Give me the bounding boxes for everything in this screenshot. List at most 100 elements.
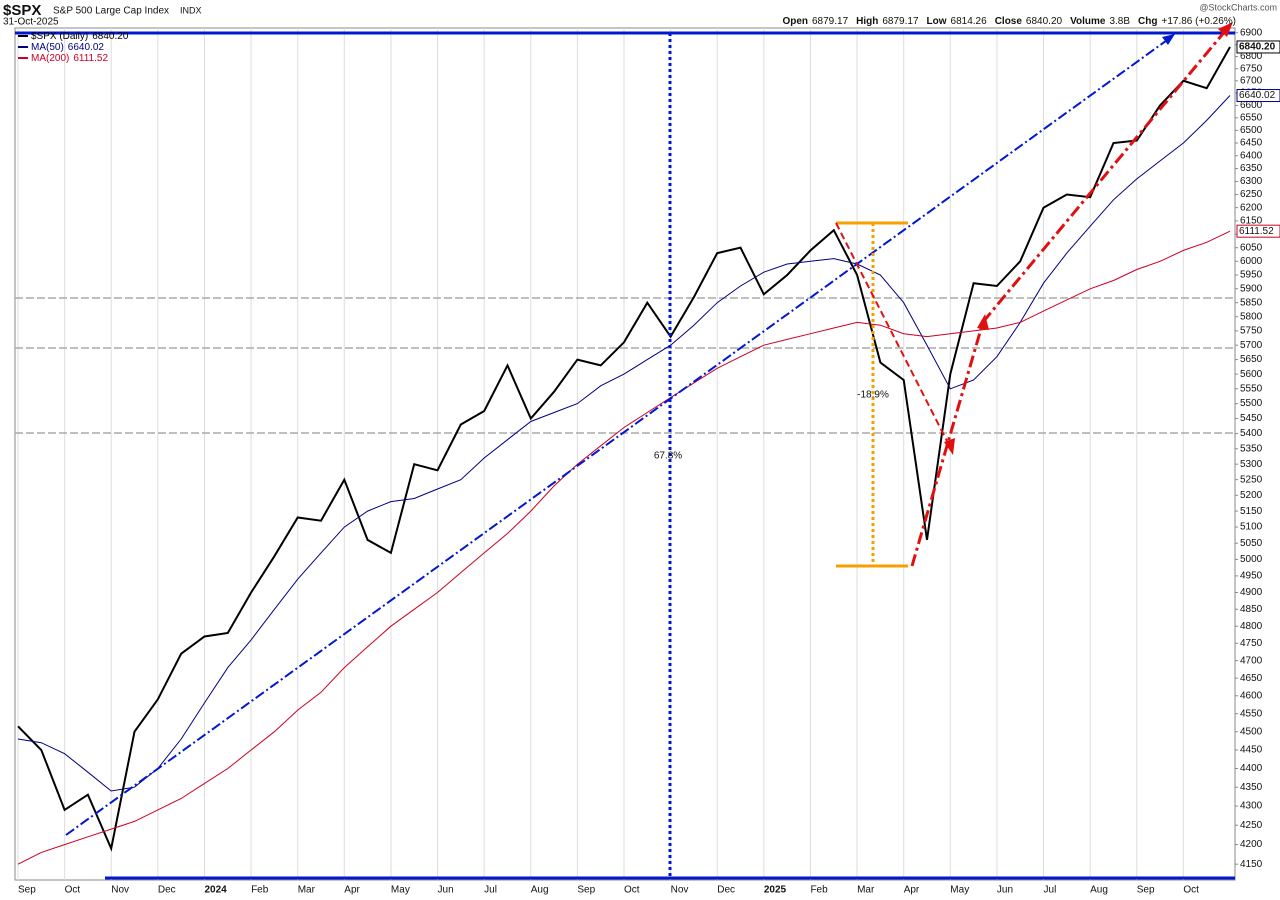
x-tick-label: Dec	[717, 885, 735, 896]
x-tick-label: Sep	[18, 885, 36, 896]
y-tick-label: 6250	[1240, 189, 1263, 200]
y-tick-label: 5250	[1240, 474, 1263, 485]
x-tick-label: Mar	[857, 885, 875, 896]
legend-name: $SPX (Daily)	[31, 31, 88, 42]
stat-label: High	[856, 16, 878, 27]
x-tick-label: Apr	[904, 885, 920, 896]
y-tick-label: 5800	[1240, 311, 1263, 322]
decline-line	[835, 222, 951, 448]
legend-entry: $SPX (Daily) 6840.20	[31, 31, 129, 42]
rebound-line	[910, 321, 985, 567]
x-tick-label: Feb	[251, 885, 269, 896]
y-tick-label: 6300	[1240, 176, 1263, 187]
y-tick-label: 4400	[1240, 763, 1263, 774]
y-tick-label: 5100	[1240, 522, 1263, 533]
legend-value: 6640.02	[68, 42, 105, 53]
legend-value: 6840.20	[92, 31, 129, 42]
annotation: -18.9%	[857, 390, 889, 401]
ohlc-stats: Open 6879.17 High 6879.17 Low 6814.26 Close 684…	[782, 16, 1236, 27]
y-tick-label: 4850	[1240, 604, 1263, 615]
y-tick-label: 5000	[1240, 554, 1263, 565]
y-tick-label: 5700	[1240, 340, 1263, 351]
stat-label: Low	[927, 16, 947, 27]
stat-value: 6840.20	[1026, 16, 1063, 27]
exchange: INDX	[180, 5, 202, 15]
x-tick-label: Jun	[997, 885, 1013, 896]
y-tick-label: 4300	[1240, 801, 1263, 812]
y-tick-label: 6050	[1240, 242, 1263, 253]
y-tick-label: 5450	[1240, 413, 1263, 424]
y-tick-label: 5300	[1240, 459, 1263, 470]
plot-frame	[14, 27, 1236, 881]
x-tick-label: Nov	[111, 885, 129, 896]
last-value-label: 6840.20	[1239, 42, 1276, 53]
series-line	[17, 46, 1231, 852]
x-tick-label: Sep	[577, 885, 595, 896]
legend-name: MA(50)	[31, 42, 64, 53]
arrow-head	[1218, 22, 1233, 37]
stat-value: +17.86 (+0.26%)	[1162, 16, 1237, 27]
y-tick-label: 6450	[1240, 138, 1263, 149]
trend-line	[65, 37, 1171, 836]
stat-value: 6879.17	[882, 16, 919, 27]
y-tick-label: 4900	[1240, 587, 1263, 598]
y-tick-label: 4350	[1240, 782, 1263, 793]
grid	[17, 28, 1238, 880]
y-tick-label: 5550	[1240, 383, 1263, 394]
legend-name: MA(200)	[31, 53, 69, 64]
x-tick-label: Dec	[158, 885, 176, 896]
last-value-label: 6111.52	[1239, 226, 1274, 237]
y-tick-label: 5050	[1240, 538, 1263, 549]
y-tick-label: 4700	[1240, 655, 1263, 666]
symbol: $SPX	[3, 2, 41, 19]
y-tick-label: 6400	[1240, 150, 1263, 161]
y-tick-label: 6000	[1240, 256, 1263, 267]
y-tick-label: 5600	[1240, 369, 1263, 380]
annotation: 67.8%	[654, 451, 682, 462]
series-line	[17, 230, 1231, 865]
arrow-head	[1162, 34, 1175, 45]
legend-value: 6111.52	[73, 53, 108, 64]
rebound-line	[981, 29, 1228, 323]
x-tick-label: May	[391, 885, 410, 896]
x-tick-label: Apr	[344, 885, 360, 896]
x-tick-label: May	[950, 885, 969, 896]
watermark: @StockCharts.com	[1199, 2, 1277, 12]
reference-lines	[15, 297, 1235, 434]
y-tick-label: 4200	[1240, 839, 1263, 850]
y-tick-label: 5400	[1240, 428, 1263, 439]
y-tick-label: 6600	[1240, 100, 1263, 111]
stat-label: Open	[782, 16, 808, 27]
series-line	[17, 95, 1231, 792]
y-tick-label: 4250	[1240, 820, 1263, 831]
last-value-box	[1236, 89, 1280, 103]
y-tick-label: 4450	[1240, 745, 1263, 756]
x-tick-label: Aug	[531, 885, 549, 896]
x-tick-label: Jul	[484, 885, 497, 896]
y-tick-label: 6350	[1240, 163, 1263, 174]
stat-value: 6879.17	[812, 16, 849, 27]
y-tick-label: 6750	[1240, 63, 1263, 74]
x-tick-label: 2024	[204, 885, 227, 896]
y-tick-label: 5500	[1240, 398, 1263, 409]
y-tick-label: 5650	[1240, 354, 1263, 365]
y-tick-label: 4800	[1240, 621, 1263, 632]
y-tick-label: 4150	[1240, 859, 1263, 870]
x-tick-label: Oct	[624, 885, 640, 896]
y-tick-label: 4750	[1240, 638, 1263, 649]
y-tick-label: 6800	[1240, 51, 1263, 62]
x-tick-label: Jun	[438, 885, 454, 896]
y-tick-label: 6150	[1240, 216, 1263, 227]
y-tick-label: 4500	[1240, 726, 1263, 737]
y-tick-label: 6700	[1240, 75, 1263, 86]
legend-entry: MA(200) 6111.52	[31, 53, 108, 64]
y-tick-label: 5900	[1240, 283, 1263, 294]
stat-label: Chg	[1138, 16, 1157, 27]
x-tick-label: Sep	[1137, 885, 1155, 896]
y-tick-label: 6550	[1240, 113, 1263, 124]
y-tick-label: 6900	[1240, 27, 1263, 38]
y-tick-label: 4550	[1240, 708, 1263, 719]
stat-value: 3.8B	[1109, 16, 1130, 27]
last-value-label: 6640.02	[1239, 90, 1276, 101]
